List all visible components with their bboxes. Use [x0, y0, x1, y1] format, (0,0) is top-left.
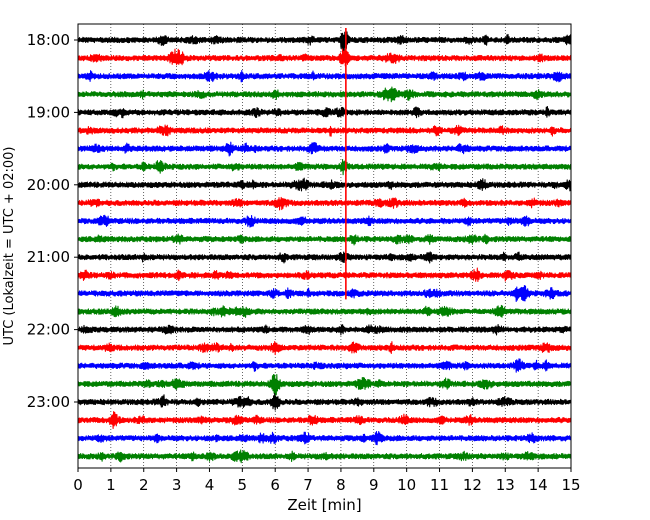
trace-line-0: [77, 31, 572, 52]
trace-line-9: [77, 196, 572, 211]
trace-line-15: [77, 304, 572, 318]
trace-line-8: [77, 177, 572, 192]
x-tick-label: 12: [463, 476, 482, 494]
trace-line-21: [77, 411, 572, 430]
y-tick-label: 20:00: [27, 176, 70, 194]
x-tick-label: 1: [106, 476, 116, 494]
y-tick-label: 18:00: [27, 31, 70, 49]
trace-line-11: [77, 233, 572, 246]
trace-line-16: [77, 324, 572, 336]
trace-line-23: [77, 449, 572, 464]
x-tick-label: 7: [303, 476, 313, 494]
y-tick-label: 23:00: [27, 393, 70, 411]
trace-line-5: [77, 124, 572, 137]
trace-line-10: [77, 214, 572, 228]
y-axis-label: UTC (Lokalzeit = UTC + 02:00): [2, 147, 17, 346]
trace-line-18: [77, 358, 572, 373]
plot-frame: [77, 23, 572, 469]
x-axis-label: Zeit [min]: [287, 496, 361, 514]
trace-line-4: [77, 106, 572, 119]
x-tick-label: 3: [172, 476, 182, 494]
x-tick-label: 11: [430, 476, 449, 494]
trace-line-20: [77, 392, 572, 411]
x-tick-label: 15: [561, 476, 580, 494]
x-tick-label: 14: [529, 476, 548, 494]
trace-line-7: [77, 158, 572, 176]
y-axis: 18:00 19:00 20:00 21:00 22:00 23:00: [27, 31, 78, 411]
trace-line-3: [77, 86, 572, 103]
x-tick-label: 2: [139, 476, 149, 494]
trace-line-2: [77, 69, 572, 83]
x-tick-label: 4: [205, 476, 215, 494]
trace-line-17: [77, 341, 572, 356]
x-tick-label: 0: [73, 476, 83, 494]
trace-line-19: [77, 373, 572, 398]
trace-line-6: [77, 141, 572, 157]
y-tick-label: 19:00: [27, 103, 70, 121]
x-axis: 0 1 2 3 4 5 6 7 8 9 10 11 12 13 14 15: [73, 468, 581, 494]
seismic-traces: [77, 31, 572, 464]
trace-line-1: [77, 48, 572, 67]
trace-line-12: [77, 251, 572, 264]
x-tick-label: 13: [496, 476, 515, 494]
trace-line-22: [77, 430, 572, 446]
x-tick-label: 9: [369, 476, 379, 494]
x-tick-label: 10: [397, 476, 416, 494]
x-tick-label: 8: [336, 476, 346, 494]
trace-line-14: [77, 284, 572, 303]
y-tick-label: 21:00: [27, 248, 70, 266]
x-tick-label: 5: [238, 476, 248, 494]
trace-line-13: [77, 267, 572, 283]
x-tick-label: 6: [270, 476, 280, 494]
y-tick-label: 22:00: [27, 321, 70, 339]
